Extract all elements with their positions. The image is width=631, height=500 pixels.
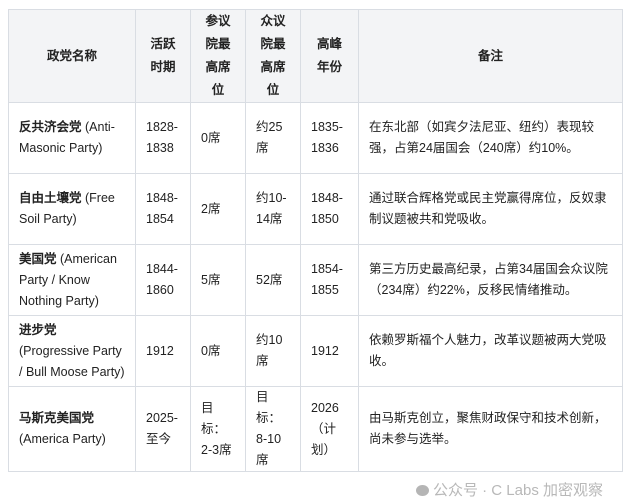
header-senate: 参议院最高席位 — [190, 9, 246, 103]
period-cell: 2025-至今 — [135, 386, 191, 472]
table-row: 反共济会党 (Anti-Masonic Party) 1828-1838 0席 约25… — [8, 102, 623, 174]
header-period: 活跃时期 — [135, 9, 191, 103]
content: 政党名称 活跃时期 参议院最高席位 众议院最高席位 高峰年份 备注 反共济会党 … — [8, 9, 623, 500]
party-name-cell: 美国党 (American Party / Know Nothing Party… — [8, 244, 136, 316]
party-name-cn: 反共济会党 — [19, 120, 82, 134]
party-name-en: (Free Soil Party) — [19, 191, 115, 226]
party-name-en: (Anti-Masonic Party) — [19, 120, 115, 155]
table-row: 自由土壤党 (Free Soil Party) 1848-1854 2席 约10-14… — [8, 173, 623, 245]
header-peak: 高峰年份 — [300, 9, 359, 103]
party-name-cn: 马斯克美国党 — [19, 411, 95, 425]
table-row: 进步党 (Progressive Party / Bull Moose Part… — [8, 315, 623, 387]
party-name-cell: 自由土壤党 (Free Soil Party) — [8, 173, 136, 245]
party-name-cell: 马斯克美国党 (America Party) — [8, 386, 136, 472]
peak-cell: 1848-1850 — [300, 173, 359, 245]
header-house: 众议院最高席位 — [245, 9, 301, 103]
house-cell: 约10席 — [245, 315, 301, 387]
parties-table: 政党名称 活跃时期 参议院最高席位 众议院最高席位 高峰年份 备注 反共济会党 … — [8, 9, 623, 472]
senate-cell: 目标：2-3席 — [190, 386, 246, 472]
watermark: 公众号 · C Labs 加密观察 — [8, 482, 623, 500]
note-cell: 通过联合辉格党或民主党赢得席位，反奴隶制议题被共和党吸收。 — [358, 173, 623, 245]
house-cell: 约25席 — [245, 102, 301, 174]
peak-cell: 1835-1836 — [300, 102, 359, 174]
house-cell: 目标：8-10席 — [245, 386, 301, 472]
senate-cell: 0席 — [190, 102, 246, 174]
table-row: 马斯克美国党 (America Party) 2025-至今 目标：2-3席 目标：8… — [8, 386, 623, 472]
party-name-cn: 美国党 — [19, 251, 57, 266]
peak-cell: 1854-1855 — [300, 244, 359, 316]
party-name-cell: 进步党 (Progressive Party / Bull Moose Part… — [8, 315, 136, 387]
note-cell: 由马斯克创立，聚焦财政保守和技术创新，尚未参与选举。 — [358, 386, 623, 472]
senate-cell: 5席 — [190, 244, 246, 316]
party-name-en: (American Party / Know Nothing Party) — [19, 251, 117, 308]
party-name-cell: 反共济会党 (Anti-Masonic Party) — [8, 102, 136, 174]
party-name-en: (Progressive Party / Bull Moose Party) — [19, 343, 125, 379]
party-name-cn: 进步党 — [19, 322, 57, 337]
period-cell: 1828-1838 — [135, 102, 191, 174]
note-cell: 依赖罗斯福个人魅力，改革议题被两大党吸收。 — [358, 315, 623, 387]
peak-cell: 2026（计划） — [300, 386, 359, 472]
period-cell: 1844-1860 — [135, 244, 191, 316]
header-note: 备注 — [358, 9, 623, 103]
period-cell: 1912 — [135, 315, 191, 387]
note-cell: 第三方历史最高纪录，占第34届国会众议院（234席）约22%，反移民情绪推动。 — [358, 244, 623, 316]
peak-cell: 1912 — [300, 315, 359, 387]
senate-cell: 2席 — [190, 173, 246, 245]
party-name-cn: 自由土壤党 — [19, 191, 82, 205]
header-row: 政党名称 活跃时期 参议院最高席位 众议院最高席位 高峰年份 备注 — [8, 9, 623, 103]
senate-cell: 0席 — [190, 315, 246, 387]
table-row: 美国党 (American Party / Know Nothing Party… — [8, 244, 623, 316]
house-cell: 约10-14席 — [245, 173, 301, 245]
note-cell: 在东北部（如宾夕法尼亚、纽约）表现较强，占第24届国会（240席）约10%。 — [358, 102, 623, 174]
house-cell: 52席 — [245, 244, 301, 316]
header-name: 政党名称 — [8, 9, 136, 103]
party-name-en: (America Party) — [19, 432, 106, 446]
period-cell: 1848-1854 — [135, 173, 191, 245]
